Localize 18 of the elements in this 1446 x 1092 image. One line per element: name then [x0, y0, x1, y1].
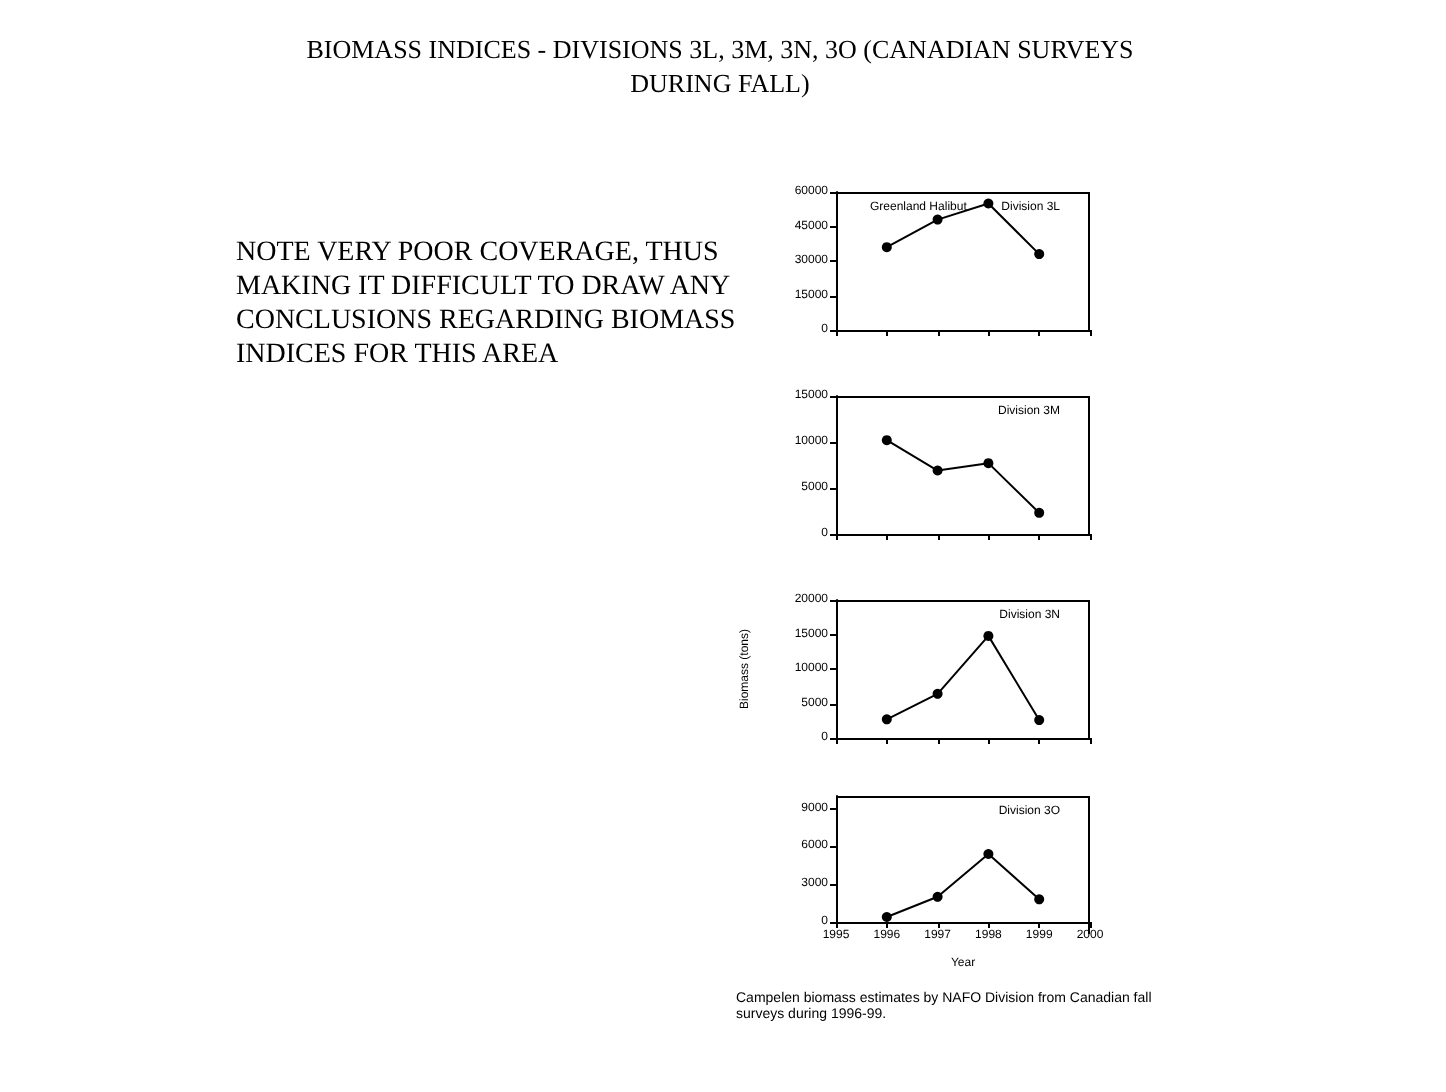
- point: [983, 198, 994, 209]
- point: [1034, 715, 1045, 726]
- point: [932, 891, 943, 902]
- point: [983, 630, 994, 641]
- point: [1034, 249, 1045, 260]
- point: [932, 214, 943, 225]
- point: [881, 714, 892, 725]
- point: [932, 465, 943, 476]
- point: [983, 458, 994, 469]
- point: [1034, 894, 1045, 905]
- point: [1034, 507, 1045, 518]
- point: [932, 688, 943, 699]
- point: [881, 911, 892, 922]
- text: BIOMASS INDICES - DIVISIONS 3L, 3M, 3N, 3O (CANADIAN SURVEYS DURING FALL): [304, 32, 1136, 100]
- text: NOTE VERY POOR COVERAGE, THUS MAKING IT DIFFICULT TO DRAW ANY CONCLUSIONS REGARDING BIOMASS INDICES FOR THIS AREA: [236, 236, 736, 372]
- point: [881, 242, 892, 253]
- point: [881, 435, 892, 446]
- point: [983, 848, 994, 859]
